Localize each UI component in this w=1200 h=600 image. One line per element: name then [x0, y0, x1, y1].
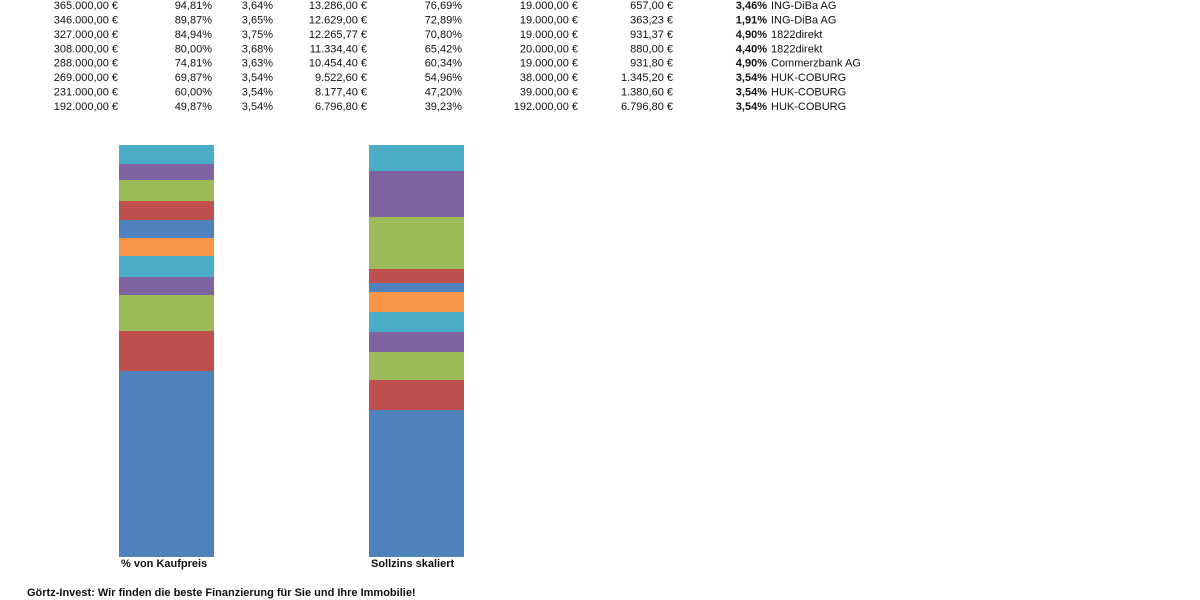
bar-segment — [119, 295, 214, 331]
footer: Görtz-Invest: Wir finden die beste Finan… — [27, 587, 416, 599]
bar-segment — [369, 283, 464, 292]
table-cell: 657,00 € — [630, 0, 673, 12]
table-cell: 54,96% — [425, 72, 463, 84]
bar-segment — [119, 371, 214, 557]
table-cell: 65,42% — [425, 43, 463, 55]
bar-segment — [369, 145, 464, 171]
table-cell: Commerzbank AG — [771, 58, 861, 70]
table-cell: 1.345,20 € — [621, 72, 673, 84]
bar-segment — [119, 201, 214, 220]
table-cell: 19.000,00 € — [520, 0, 578, 12]
table-cell: 13.286,00 € — [309, 0, 367, 12]
table-cell: 12.629,00 € — [309, 14, 367, 26]
table-cell: 8.177,40 € — [315, 87, 367, 99]
bar-segment — [119, 164, 214, 180]
bar-segment — [369, 332, 464, 352]
table-cell: 74,81% — [175, 58, 213, 70]
table-cell: 308.000,00 € — [54, 43, 118, 55]
table-cell: 1822direkt — [771, 43, 822, 55]
table-cell: 231.000,00 € — [54, 87, 118, 99]
table-cell: 363,23 € — [630, 14, 673, 26]
table-cell: 3,65% — [242, 14, 273, 26]
table-cell: 49,87% — [175, 101, 213, 113]
table-cell: 880,00 € — [630, 43, 673, 55]
table-cell: 76,69% — [425, 0, 463, 12]
table-cell: 931,37 € — [630, 29, 673, 41]
table-cell: 931,80 € — [630, 58, 673, 70]
table-cell: 4,90% — [736, 58, 767, 70]
table-cell: ING-DiBa AG — [771, 14, 836, 26]
table-cell: 4,40% — [736, 43, 767, 55]
bar-segment — [369, 410, 464, 557]
table-cell: 3,54% — [736, 72, 767, 84]
bar-segment — [119, 331, 214, 371]
table-cell: 3,75% — [242, 29, 273, 41]
table-cell: 10.454,40 € — [309, 58, 367, 70]
category-label: Sollzins skaliert — [371, 558, 454, 570]
table-cell: 47,20% — [425, 87, 463, 99]
bar-segment — [369, 352, 464, 380]
table-cell: 12.265,77 € — [309, 29, 367, 41]
table-cell: 327.000,00 € — [54, 29, 118, 41]
table-cell: 3,54% — [736, 101, 767, 113]
table-cell: 192.000,00 € — [514, 101, 578, 113]
table-cell: 3,46% — [736, 0, 767, 12]
table-cell: 3,68% — [242, 43, 273, 55]
bar-segment — [119, 145, 214, 164]
table-cell: 6.796,80 € — [621, 101, 673, 113]
table-cell: 94,81% — [175, 0, 213, 12]
table-cell: 19.000,00 € — [520, 58, 578, 70]
bar-segment — [119, 277, 214, 295]
table-cell: 4,90% — [736, 29, 767, 41]
table-cell: 69,87% — [175, 72, 213, 84]
table-cell: HUK-COBURG — [771, 87, 846, 99]
table-cell: 80,00% — [175, 43, 213, 55]
table-cell: HUK-COBURG — [771, 101, 846, 113]
table-cell: 39,23% — [425, 101, 463, 113]
table-cell: 11.334,40 € — [310, 43, 367, 55]
table-cell: 84,94% — [175, 29, 213, 41]
bar-segment — [369, 312, 464, 332]
bar-segment — [119, 220, 214, 238]
table-cell: 269.000,00 € — [54, 72, 118, 84]
table-cell: 346.000,00 € — [54, 14, 118, 26]
table-cell: 3,64% — [242, 0, 273, 12]
table-cell: 1.380,60 € — [621, 87, 673, 99]
table-cell: 1822direkt — [771, 29, 822, 41]
table-cell: 19.000,00 € — [520, 14, 578, 26]
table-cell: HUK-COBURG — [771, 72, 846, 84]
table-cell: 288.000,00 € — [54, 58, 118, 70]
bar-segment — [369, 269, 464, 283]
table-cell: 3,54% — [242, 87, 273, 99]
table-cell: 20.000,00 € — [520, 43, 578, 55]
table-cell: 3,54% — [736, 87, 767, 99]
bar-segment — [369, 171, 464, 217]
table-cell: 365.000,00 € — [54, 0, 118, 12]
bar-segment — [119, 238, 214, 256]
table-cell: 39.000,00 € — [520, 87, 578, 99]
bar-segment — [119, 180, 214, 201]
table-cell: 70,80% — [425, 29, 463, 41]
table-cell: 192.000,00 € — [54, 101, 118, 113]
table-cell: 3,54% — [242, 72, 273, 84]
table-cell: 3,54% — [242, 101, 273, 113]
bar-segment — [369, 292, 464, 312]
bar-segment — [119, 256, 214, 277]
table-cell: 6.796,80 € — [315, 101, 367, 113]
bar-segment — [369, 380, 464, 410]
table-cell: 60,00% — [175, 87, 213, 99]
table-cell: 19.000,00 € — [520, 29, 578, 41]
table-cell: 89,87% — [175, 14, 213, 26]
bar-segment — [369, 217, 464, 269]
table-cell: 3,63% — [242, 58, 273, 70]
table-cell: 1,91% — [736, 14, 767, 26]
table-cell: 9.522,60 € — [315, 72, 367, 84]
table-cell: 60,34% — [425, 58, 463, 70]
table-cell: 38.000,00 € — [520, 72, 578, 84]
category-label: % von Kaufpreis — [121, 558, 207, 570]
table-cell: 72,89% — [425, 14, 463, 26]
table-cell: ING-DiBa AG — [771, 0, 836, 12]
